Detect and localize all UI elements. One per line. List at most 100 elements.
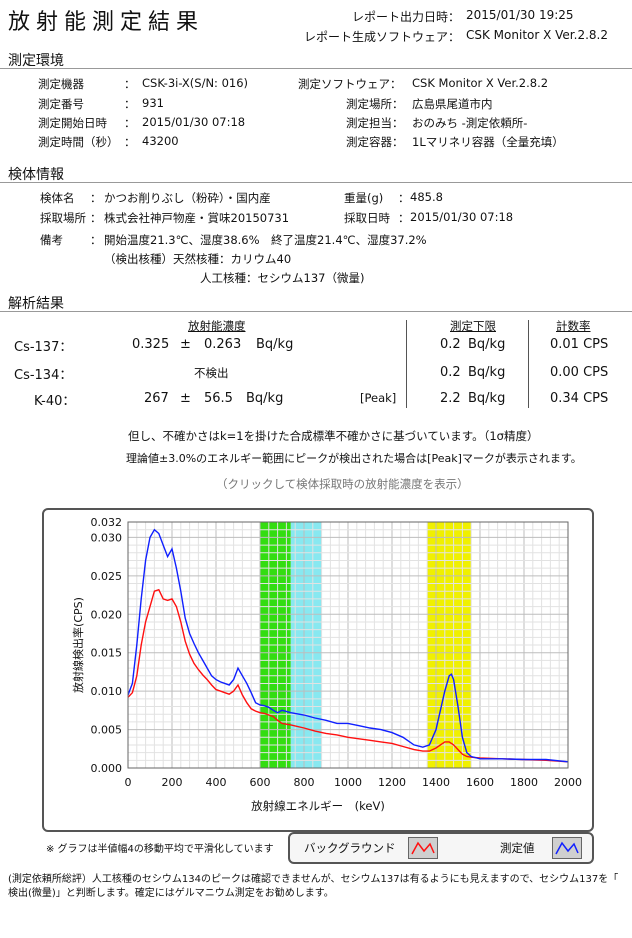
colon: ： (90, 191, 102, 205)
y-tick-label: 0.000 (91, 762, 123, 775)
peak-mark-k40: [Peak] (360, 391, 397, 405)
remark-line3: 人工核種：セシウム137（微量) (200, 271, 365, 285)
colon: ： (124, 77, 136, 91)
nuclide-cs134: Cs-134： (14, 368, 73, 383)
cps-cs134: 0.00 CPS (550, 365, 609, 380)
y-axis-label: 放射線検出率(CPS) (71, 597, 85, 693)
sample-name-label: 検体名 (40, 191, 75, 205)
sample-date-label: 採取日時 (344, 211, 390, 225)
software-label: 測定ソフトウェア： (298, 77, 402, 91)
x-tick-label: 0 (125, 776, 132, 789)
colon: ： (398, 191, 410, 205)
limit-unit-k40: Bq/kg (468, 391, 506, 406)
analysis-heading: 解析結果 (8, 296, 64, 312)
device-value: CSK-3i-X(S/N: 016) (142, 76, 249, 90)
series-line-measured (127, 528, 569, 763)
footer-comment-line2: 検出(微量)」と判断します。確定にはゲルマニウム測定をお勧めします。 (8, 888, 334, 899)
x-tick-label: 1400 (422, 776, 450, 789)
report-software-value: CSK Monitor X Ver.2.8.2 (466, 28, 608, 42)
col-concentration: 放射能濃度 (188, 319, 246, 333)
value-cs137: 0.325 (132, 337, 170, 352)
cps-cs137: 0.01 CPS (550, 337, 609, 352)
column-divider (406, 320, 407, 408)
click-note-link[interactable]: （クリックして検体採取時の放射能濃度を表示） (216, 477, 469, 491)
sample-date-value: 2015/01/30 07:18 (410, 210, 514, 224)
sample-heading: 検体情報 (8, 167, 64, 183)
value-k40: 267 (144, 391, 169, 406)
limit-cs134: 0.2 (440, 365, 461, 380)
uncertainty-k40: 56.5 (204, 391, 233, 406)
sample-site-value: 株式会社神戸物産・賞味20150731 (104, 211, 290, 225)
place-value: 広島県尾道市内 (412, 97, 493, 111)
colon: ： (124, 116, 136, 130)
limit-unit-cs137: Bq/kg (468, 337, 506, 352)
y-tick-label: 0.020 (91, 608, 123, 621)
staff-value: おのみち -測定依頼所- (412, 116, 528, 130)
legend-measured-label: 測定値 (500, 841, 535, 855)
footer-comment-line1: (測定依頼所総評）人工核種のセシウム134のピークは確認できませんが、セシウム1… (8, 874, 619, 885)
x-tick-label: 1000 (334, 776, 362, 789)
start-label: 測定開始日時 (38, 116, 107, 130)
uncertainty-note: 但し、不確かさはk=1を掛けた合成標準不確かさに基づいています。（1σ精度） (128, 429, 539, 443)
legend-background-line (411, 841, 435, 855)
unit-k40: Bq/kg (246, 391, 284, 406)
start-value: 2015/01/30 07:18 (142, 115, 246, 129)
sample-name-value: かつお削りぶし（粉砕）・国内産 (104, 191, 271, 205)
uncertainty-cs137: 0.263 (204, 337, 242, 352)
report-time-label: レポート出力日時： (352, 10, 461, 24)
column-divider (528, 320, 529, 408)
y-tick-label: 0.025 (91, 570, 123, 583)
legend-background-swatch (408, 837, 438, 859)
colon: ： (398, 211, 410, 225)
number-value: 931 (142, 96, 164, 110)
x-axis-label: 放射線エネルギー (keV) (251, 799, 385, 813)
legend-measured-swatch (552, 837, 582, 859)
limit-unit-cs134: Bq/kg (468, 365, 506, 380)
weight-label: 重量(g) (344, 191, 384, 205)
nuclide-cs137: Cs-137： (14, 340, 73, 355)
number-label: 測定番号 (38, 97, 84, 111)
duration-value: 43200 (142, 134, 179, 148)
plot-border (127, 521, 569, 769)
value-cs134: 不検出 (194, 366, 229, 380)
legend-measured-line (555, 841, 579, 855)
colon: ： (90, 211, 102, 225)
container-value: 1Lマリネリ容器（全量充填） (412, 135, 564, 149)
pm-cs137: ± (180, 337, 191, 352)
chart-legend: バックグラウンド 測定値 (288, 832, 594, 864)
y-tick-label: 0.015 (91, 647, 123, 660)
colon: ： (90, 233, 102, 247)
pm-k40: ± (180, 391, 191, 406)
x-tick-label: 800 (294, 776, 315, 789)
place-label: 測定場所： (346, 97, 404, 111)
peak-note: 理論値±3.0%のエネルギー範囲にピークが検出された場合は[Peak]マークが表… (126, 452, 582, 465)
env-heading: 測定環境 (8, 53, 64, 69)
x-tick-label: 400 (206, 776, 227, 789)
x-tick-label: 1800 (510, 776, 538, 789)
colon: ： (124, 97, 136, 111)
remark-line1: 開始温度21.3℃、湿度38.6% 終了温度21.4℃、湿度37.2% (104, 233, 427, 247)
legend-background-label: バックグラウンド (304, 841, 396, 855)
nuclide-k40: K-40： (34, 394, 76, 409)
x-tick-label: 1200 (378, 776, 406, 789)
duration-label: 測定時間（秒） (38, 135, 119, 149)
remark-line2: （検出核種）天然核種：カリウム40 (104, 252, 292, 266)
cps-k40: 0.34 CPS (550, 391, 609, 406)
unit-cs137: Bq/kg (256, 337, 294, 352)
limit-cs137: 0.2 (440, 337, 461, 352)
y-tick-label: 0.030 (91, 531, 123, 544)
sample-site-label: 採取場所 (40, 211, 86, 225)
limit-k40: 2.2 (440, 391, 461, 406)
report-time-value: 2015/01/30 19:25 (466, 8, 574, 22)
page-title: 放射能測定結果 (8, 10, 205, 35)
spectrum-graph-frame[interactable]: 0 200 400 600 800 1000 1200 1400 1600 1800 2000 0.0… (42, 508, 594, 832)
x-tick-label: 2000 (554, 776, 582, 789)
analysis-divider (0, 311, 632, 312)
x-tick-label: 600 (250, 776, 271, 789)
y-tick-label: 0.005 (91, 724, 123, 737)
graph-smoothing-note: ※ グラフは半値幅4の移動平均で平滑化しています (46, 844, 274, 855)
staff-label: 測定担当： (346, 116, 404, 130)
remark-label: 備考 (40, 233, 63, 247)
env-divider (0, 68, 632, 69)
series-line-background (127, 588, 569, 763)
